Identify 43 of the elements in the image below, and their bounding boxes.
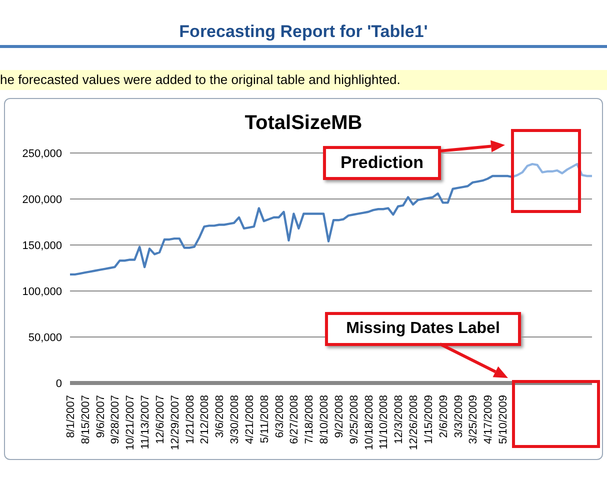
- x-tick-label: 12/29/2007: [169, 395, 182, 450]
- x-tick-label: 4/17/2009: [482, 395, 495, 444]
- x-tick-label: 1/15/2009: [422, 395, 435, 444]
- x-tick-label: 8/10/2008: [318, 395, 331, 444]
- text: he forecasted values were added to the original table and highlighted.: [0, 70, 607, 90]
- x-tick-label: 9/25/2008: [348, 395, 360, 444]
- x-tick-label: 11/13/2007: [140, 395, 152, 450]
- x-tick-label: 5/11/2008: [258, 395, 271, 444]
- x-tick-label: 12/26/2008: [408, 395, 420, 450]
- y-tick-label: 100,000: [22, 286, 62, 298]
- x-tick-label: 11/10/2008: [378, 395, 390, 450]
- x-tick-label: 7/18/2008: [304, 395, 316, 444]
- x-tick-label: 10/21/2007: [124, 395, 137, 450]
- x-tick-label: 9/2/2008: [333, 395, 346, 438]
- chart-title: TotalSizeMB: [244, 112, 364, 135]
- x-tick-label: 1/21/2008: [184, 395, 196, 444]
- x-tick-label: 4/21/2008: [244, 395, 256, 444]
- y-tick-label: 0: [56, 378, 62, 390]
- line-series: [68, 174, 514, 276]
- y-tick-label: 50,000: [28, 332, 62, 344]
- y-tick-label: 200,000: [22, 194, 62, 206]
- x-tick-label: 3/6/2008: [214, 395, 226, 438]
- x-tick-label: 12/6/2007: [154, 395, 166, 444]
- chart-subtitle: Forecasting Report for 'Table1': [0, 22, 607, 48]
- y-tick-label: 250,000: [22, 148, 62, 160]
- x-tick-label: 2/6/2009: [438, 395, 450, 438]
- x-tick-label: 6/27/2008: [288, 395, 301, 444]
- x-tick-label: 2/12/2008: [199, 395, 212, 444]
- x-tick-label: 10/18/2008: [363, 395, 376, 450]
- annotation: Prediction: [323, 146, 441, 180]
- x-tick-label: 6/3/2008: [274, 395, 286, 438]
- x-tick-label: 9/6/2007: [94, 395, 107, 438]
- line-series: [511, 162, 594, 178]
- x-tick-label: 8/1/2007: [65, 395, 77, 438]
- annotation: Missing Dates Label: [325, 312, 521, 346]
- x-tick-label: 5/10/2009: [498, 395, 510, 444]
- x-tick-label: 12/3/2008: [393, 395, 406, 444]
- y-tick-label: 150,000: [22, 240, 62, 252]
- x-tick-label: 8/15/2007: [80, 395, 92, 444]
- x-tick-label: 3/30/2008: [229, 395, 242, 444]
- x-tick-label: 3/25/2009: [468, 395, 480, 444]
- x-tick-label: 9/28/2007: [110, 395, 122, 444]
- x-tick-label: 3/3/2009: [452, 395, 465, 438]
